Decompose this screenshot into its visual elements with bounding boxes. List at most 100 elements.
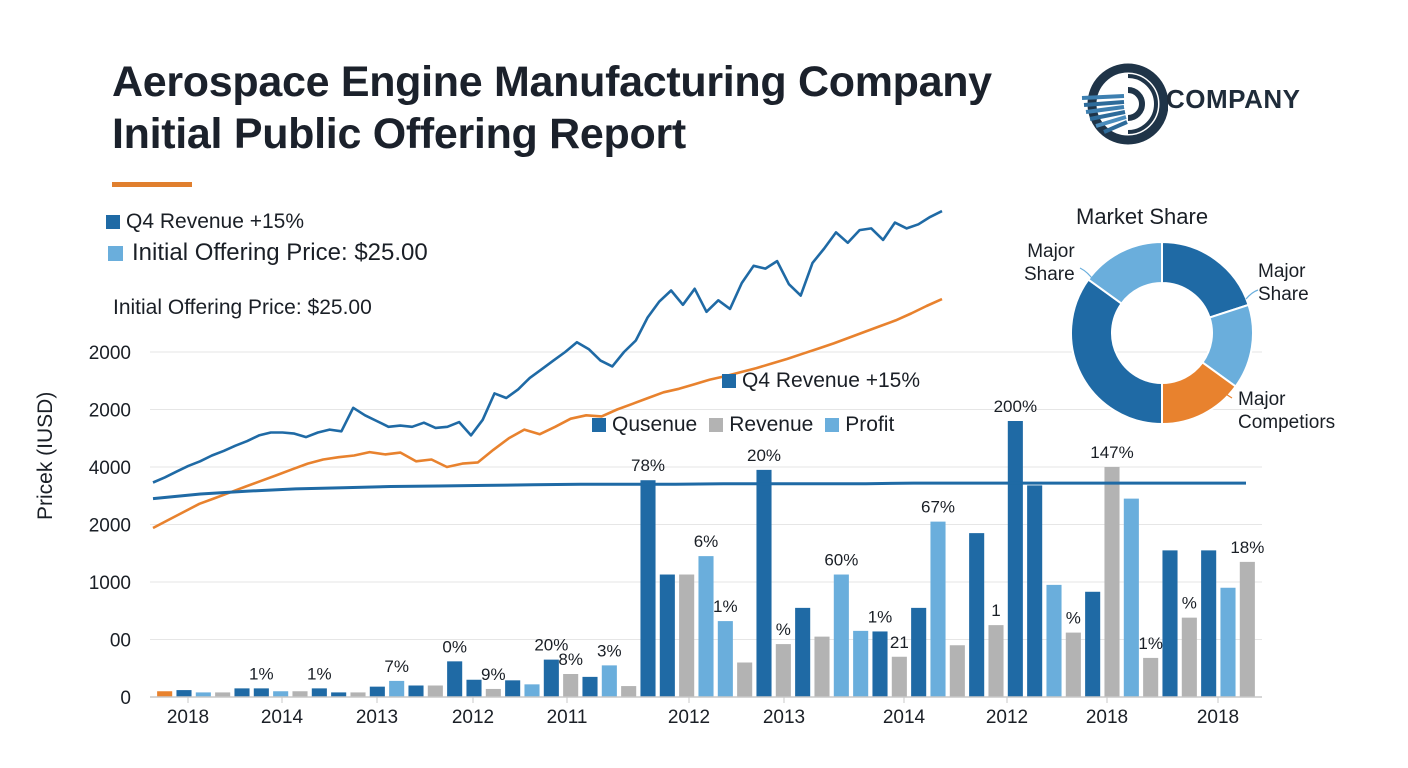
bar: [331, 692, 347, 697]
y-tick-label: 2000: [89, 343, 131, 364]
bar: [717, 621, 733, 697]
x-tick-label: 2012: [986, 707, 1028, 728]
donut-label-line: Major: [1027, 241, 1075, 262]
company-logo-text: COMPANY: [1166, 84, 1301, 114]
bar: [1065, 632, 1081, 697]
bar: [466, 679, 482, 697]
legend-swatch: [108, 245, 123, 261]
bar: [988, 625, 1004, 697]
x-tick-label: 2018: [167, 707, 209, 728]
x-tick-label: 2018: [1086, 707, 1128, 728]
turbine-logo-icon: [1081, 63, 1168, 145]
bar: [582, 676, 598, 697]
bar: [756, 469, 772, 697]
legend-item-revenue: Revenue: [709, 413, 813, 437]
bar: [389, 680, 405, 697]
bar-data-label: 1%: [868, 607, 893, 626]
donut-label: Major Share: [1258, 260, 1309, 306]
bar-data-label: 1%: [307, 664, 332, 683]
x-tick-label: 2013: [356, 707, 398, 728]
bar-data-label: 0%: [442, 637, 467, 656]
x-tick-label: 2014: [261, 707, 304, 728]
bar: [679, 574, 695, 697]
y-tick-label: 2000: [89, 516, 131, 537]
bar: [505, 680, 521, 697]
bar: [1181, 617, 1197, 697]
bar: [350, 692, 366, 697]
bar: [640, 480, 656, 697]
bar: [176, 690, 192, 697]
bar: [659, 574, 675, 697]
bar: [253, 688, 269, 697]
bar-data-label: 9%: [481, 665, 506, 684]
leader-line: [1079, 267, 1095, 282]
donut-slice: [1086, 240, 1163, 306]
series-line: [152, 297, 943, 530]
legend-swatch: [106, 215, 120, 229]
legend-top: Q4 Revenue +15% Initial Offering Price: …: [106, 209, 428, 269]
bar-data-label: %: [1182, 594, 1197, 613]
bar: [1007, 421, 1023, 697]
bar: [157, 691, 173, 697]
bar: [1027, 485, 1043, 697]
x-tick-label: 2014: [883, 707, 926, 728]
bar: [543, 659, 559, 697]
market-share-title: Market Share: [1076, 204, 1209, 229]
donut-label-line: Major: [1258, 261, 1306, 282]
legend-label: Profit: [845, 413, 895, 436]
bar: [1143, 657, 1159, 697]
bar: [891, 656, 907, 697]
bar: [911, 607, 927, 697]
bar: [1046, 584, 1062, 697]
bar: [775, 644, 791, 697]
bar-data-label: 7%: [384, 657, 409, 676]
x-tick-label: 2012: [668, 707, 710, 728]
legend-label: Initial Offering Price: $25.00: [132, 239, 428, 266]
bar-data-label: 67%: [921, 498, 955, 517]
bar: [1239, 561, 1255, 697]
offering-price-note: Initial Offering Price: $25.00: [113, 296, 372, 319]
bar: [621, 686, 637, 697]
legend-swatch: [722, 374, 736, 388]
leader-line: [1205, 377, 1233, 399]
series-line: [152, 481, 1246, 501]
bar: [311, 688, 327, 697]
bar-data-label: 1%: [249, 664, 274, 683]
x-tick-label: 2013: [763, 707, 805, 728]
donut-label: Major Competiors: [1238, 388, 1335, 434]
bar: [698, 556, 714, 697]
y-tick-label: 0: [120, 688, 131, 709]
legend-item-profit: Profit: [825, 413, 894, 437]
page-title: Aerospace Engine Manufacturing Company I…: [112, 56, 992, 160]
bar: [737, 662, 753, 697]
donut-label: Major Share: [1024, 240, 1075, 286]
bar: [292, 691, 308, 697]
bar: [1162, 550, 1178, 697]
bar-data-label: 1%: [713, 597, 738, 616]
bar-legend: Qusenue Revenue Profit: [592, 413, 894, 437]
bar-data-label: 6%: [694, 532, 719, 551]
legend-label: Revenue: [729, 413, 814, 436]
bar: [234, 688, 250, 697]
donut-label-line: Competiors: [1238, 412, 1336, 433]
x-tick-label: 2012: [452, 707, 494, 728]
donut-label-line: Share: [1024, 264, 1075, 285]
bar-data-label: %: [776, 620, 791, 639]
bar: [1220, 587, 1236, 697]
bar-data-label: 3%: [597, 641, 622, 660]
legend-secondary: Q4 Revenue +15%: [722, 369, 920, 393]
bar-data-label: 1%: [1138, 634, 1163, 653]
bar-data-label: 8%: [558, 650, 583, 669]
bar-data-label: 21: [890, 633, 909, 652]
bar-data-label: 200%: [994, 397, 1037, 416]
bar: [427, 685, 443, 697]
donut-label-line: Major: [1238, 389, 1286, 410]
legend-label: Q4 Revenue +15%: [126, 210, 305, 233]
y-tick-label: 4000: [89, 458, 131, 479]
bar: [1123, 498, 1139, 697]
bar-data-label: 1: [991, 601, 1000, 620]
y-tick-label: 2000: [89, 401, 131, 422]
bar: [814, 636, 830, 697]
bar: [408, 685, 424, 697]
